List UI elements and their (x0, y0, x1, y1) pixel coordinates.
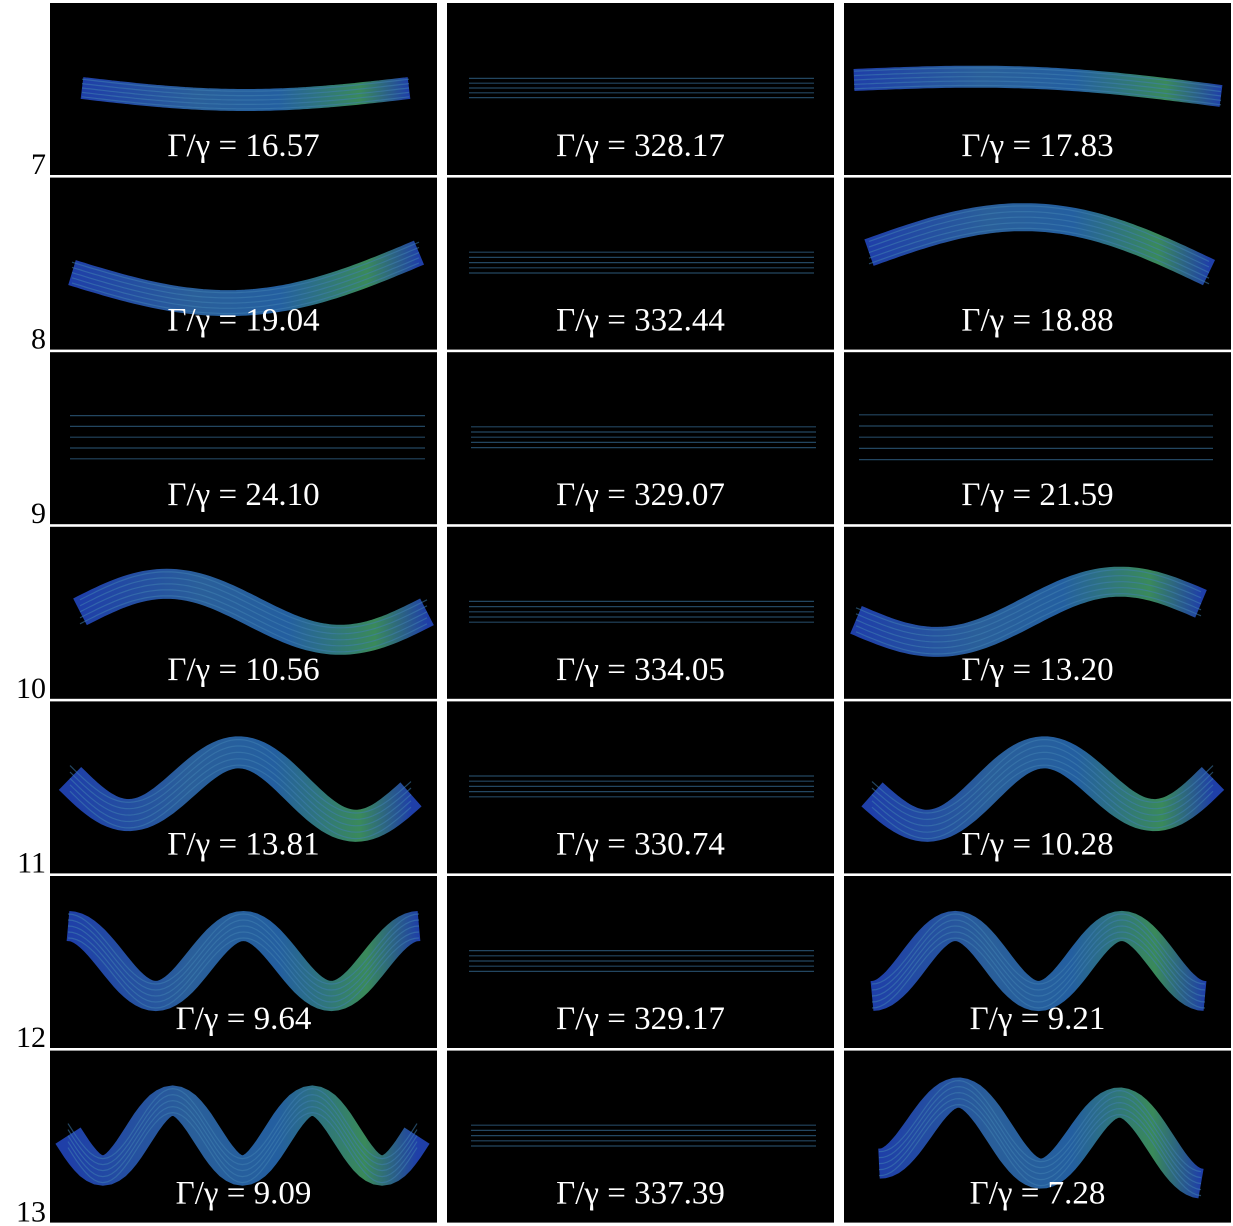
caption: Γ/γ = 19.04 (167, 303, 319, 339)
panel: Γ/γ = 18.88 (844, 178, 1231, 350)
panel: Γ/γ = 13.81 (50, 701, 437, 873)
caption: Γ/γ = 328.17 (556, 128, 725, 164)
panel: Γ/γ = 24.10 (50, 352, 437, 524)
panel: Γ/γ = 10.56 (50, 527, 437, 699)
panel: Γ/γ = 13.20 (844, 527, 1231, 699)
panel: Γ/γ = 337.39 (447, 1051, 834, 1223)
caption: Γ/γ = 9.64 (176, 1001, 312, 1037)
caption: Γ/γ = 9.09 (176, 1176, 312, 1212)
caption: Γ/γ = 337.39 (556, 1176, 725, 1212)
panel: Γ/γ = 7.28 (844, 1051, 1231, 1223)
caption: Γ/γ = 9.21 (970, 1001, 1106, 1037)
caption: Γ/γ = 21.59 (961, 477, 1113, 513)
panel: Γ/γ = 9.64 (50, 876, 437, 1048)
panel: Γ/γ = 16.57 (50, 3, 437, 175)
panel: Γ/γ = 17.83 (844, 3, 1231, 175)
caption: Γ/γ = 332.44 (556, 303, 725, 339)
panel: Γ/γ = 10.28 (844, 701, 1231, 873)
caption: Γ/γ = 329.07 (556, 477, 725, 513)
caption: Γ/γ = 16.57 (167, 128, 319, 164)
row-label: 8 (31, 323, 46, 356)
panel: Γ/γ = 330.74 (447, 701, 834, 873)
row-label: 13 (16, 1196, 46, 1226)
caption: Γ/γ = 24.10 (167, 477, 319, 513)
panel: Γ/γ = 332.44 (447, 178, 834, 350)
caption: Γ/γ = 330.74 (556, 826, 725, 862)
caption: Γ/γ = 329.17 (556, 1001, 725, 1037)
caption: Γ/γ = 17.83 (961, 128, 1113, 164)
caption: Γ/γ = 7.28 (970, 1176, 1106, 1212)
panel: Γ/γ = 9.21 (844, 876, 1231, 1048)
figure: 7 Γ/γ = 16.57 Γ/γ = 328.17 Γ/γ = 17.83 8 Γ/γ … (0, 0, 1233, 1226)
row-label: 12 (16, 1021, 46, 1054)
row-label: 11 (17, 846, 46, 879)
panel: Γ/γ = 334.05 (447, 527, 834, 699)
row-label: 7 (31, 148, 46, 181)
panel: Γ/γ = 9.09 (50, 1051, 437, 1223)
panel: Γ/γ = 329.07 (447, 352, 834, 524)
panel: Γ/γ = 19.04 (50, 178, 437, 350)
panel: Γ/γ = 21.59 (844, 352, 1231, 524)
caption: Γ/γ = 10.56 (167, 652, 319, 688)
caption: Γ/γ = 13.20 (961, 652, 1113, 688)
caption: Γ/γ = 334.05 (556, 652, 725, 688)
panel: Γ/γ = 328.17 (447, 3, 834, 175)
caption: Γ/γ = 13.81 (167, 826, 319, 862)
row-label: 10 (16, 672, 46, 705)
row-label: 9 (31, 497, 46, 530)
caption: Γ/γ = 10.28 (961, 826, 1113, 862)
panel: Γ/γ = 329.17 (447, 876, 834, 1048)
caption: Γ/γ = 18.88 (961, 303, 1113, 339)
